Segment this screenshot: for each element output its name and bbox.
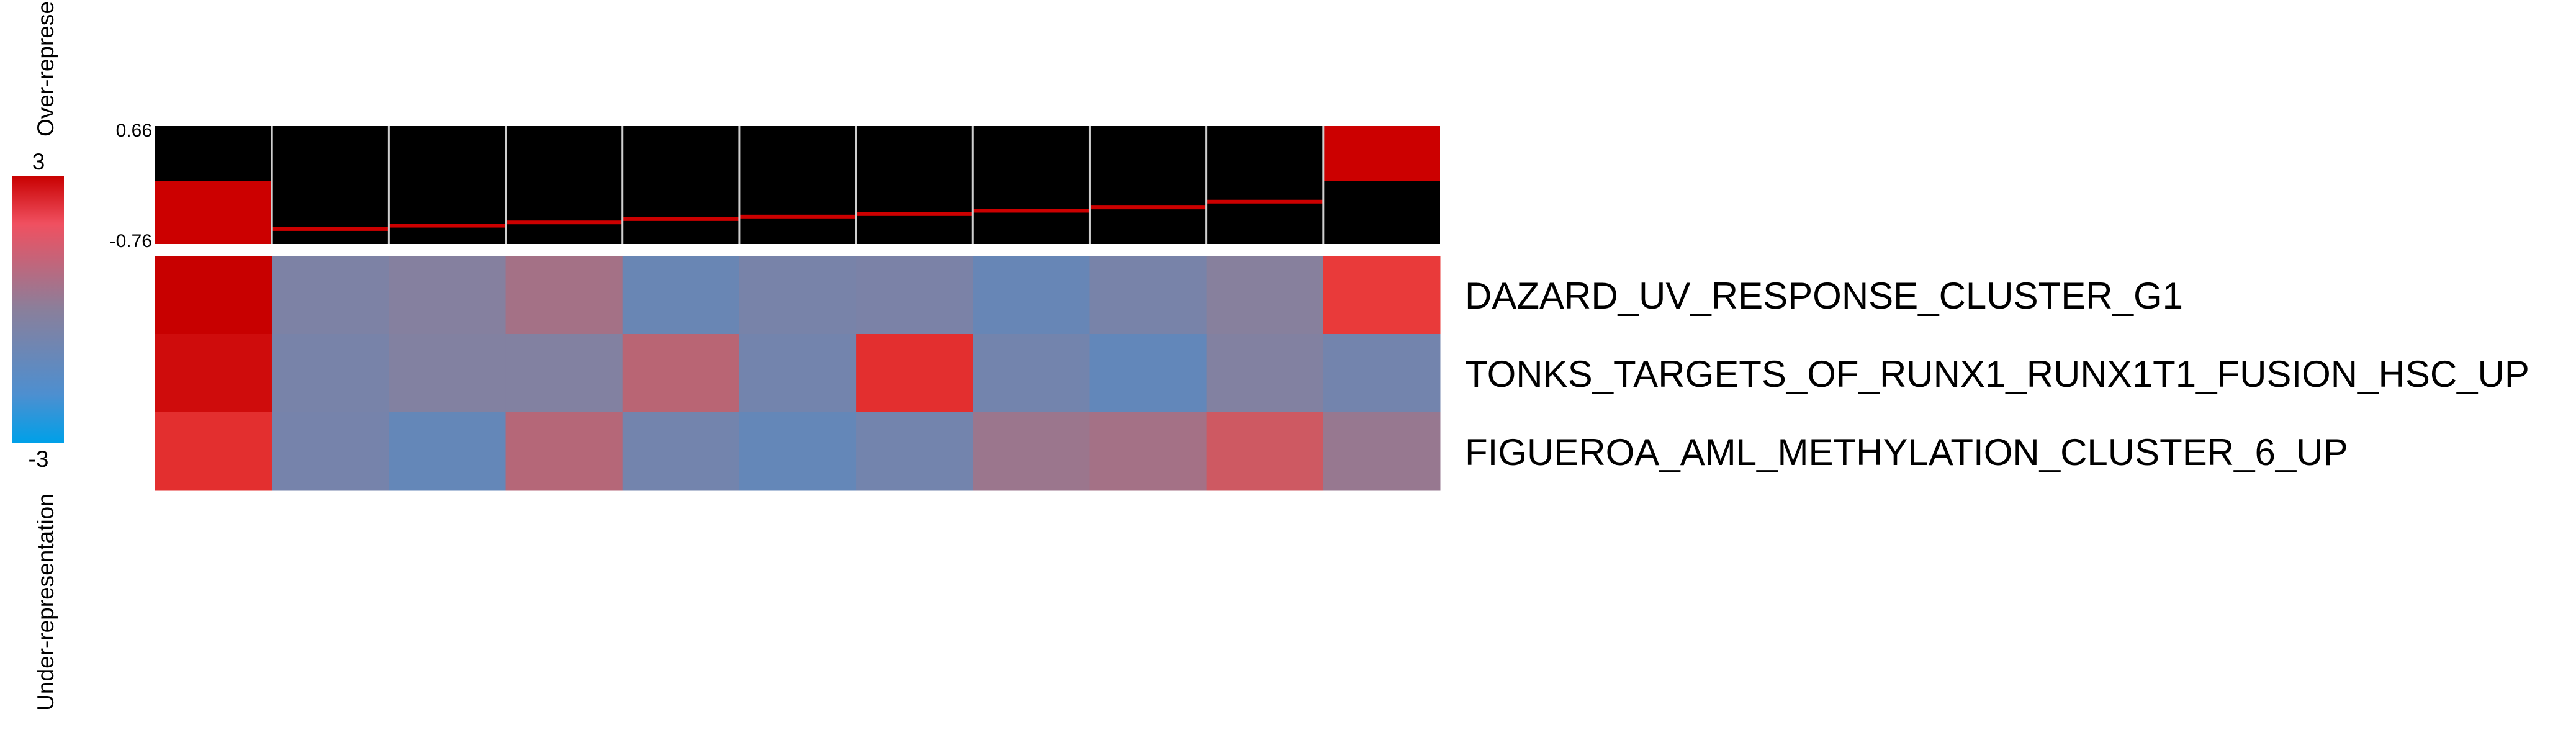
row-label: DAZARD_UV_RESPONSE_CLUSTER_G1	[1465, 275, 2183, 317]
heatmap-cell	[505, 334, 623, 413]
summary-bar	[155, 181, 272, 244]
summary-bar	[1323, 126, 1440, 181]
summary-strip	[155, 126, 1440, 244]
summary-cell-bg	[1089, 126, 1207, 244]
summary-max-label: 0.66	[116, 120, 152, 141]
row-label: FIGUEROA_AML_METHYLATION_CLUSTER_6_UP	[1465, 431, 2348, 473]
heatmap-cell	[505, 256, 623, 335]
summary-bar	[272, 227, 389, 231]
heatmap-cell	[973, 256, 1090, 335]
heatmap-cell	[1089, 256, 1207, 335]
heatmap-cell	[739, 334, 857, 413]
heatmap-cell	[1323, 412, 1441, 491]
row-labels: DAZARD_UV_RESPONSE_CLUSTER_G1 TONKS_TARGE…	[1465, 275, 2529, 473]
summary-min-label: -0.76	[110, 231, 152, 251]
summary-cell-bg	[622, 126, 739, 244]
heatmap-cell	[1089, 412, 1207, 491]
heatmap-grid	[155, 256, 1441, 491]
heatmap-cell	[856, 334, 973, 413]
heatmap-cell	[856, 256, 973, 335]
summary-bar	[1206, 199, 1323, 204]
heatmap-cell	[272, 334, 389, 413]
heatmap-cell	[389, 412, 507, 491]
summary-cell-bg	[505, 126, 623, 244]
heatmap-cell	[505, 412, 623, 491]
summary-bar	[739, 214, 857, 219]
summary-cell-bg	[739, 126, 857, 244]
heatmap-cell	[622, 256, 740, 335]
legend-min-label: -3	[29, 446, 49, 472]
heatmap-cell	[622, 412, 740, 491]
heatmap-cell	[272, 412, 389, 491]
heatmap-cell	[1206, 256, 1324, 335]
heatmap-cell	[1323, 256, 1441, 335]
heatmap-cell	[973, 334, 1090, 413]
heatmap-cell	[272, 256, 389, 335]
summary-bar	[856, 212, 973, 216]
summary-bar	[622, 217, 739, 221]
heatmap-cell	[389, 256, 507, 335]
heatmap-cell	[389, 334, 507, 413]
heatmap-cell	[155, 412, 272, 491]
heatmap-cell	[739, 412, 857, 491]
heatmap-cell	[155, 334, 272, 413]
summary-cell-bg	[272, 126, 389, 244]
heatmap-cell	[1323, 334, 1441, 413]
summary-cell-bg	[856, 126, 973, 244]
summary-cell-bg	[1206, 126, 1323, 244]
heatmap-cell	[739, 256, 857, 335]
legend-max-label: 3	[32, 149, 45, 174]
summary-bar	[389, 224, 506, 228]
row-label: TONKS_TARGETS_OF_RUNX1_RUNX1T1_FUSION_HS…	[1465, 353, 2529, 395]
legend-under-label: Under-representation	[33, 494, 58, 711]
heatmap-cell	[1206, 412, 1324, 491]
heatmap-cell	[856, 412, 973, 491]
heatmap-cell	[1206, 334, 1324, 413]
heatmap-cell	[1089, 334, 1207, 413]
heatmap-cell	[155, 256, 272, 335]
legend-over-label: Over-represe	[33, 1, 58, 137]
summary-cell-bg	[973, 126, 1090, 244]
heatmap-cell	[622, 334, 740, 413]
summary-bar	[973, 209, 1090, 213]
legend-colorbar	[12, 176, 64, 443]
summary-bar	[505, 220, 623, 225]
summary-bar	[1089, 205, 1207, 210]
heatmap-cell	[973, 412, 1090, 491]
